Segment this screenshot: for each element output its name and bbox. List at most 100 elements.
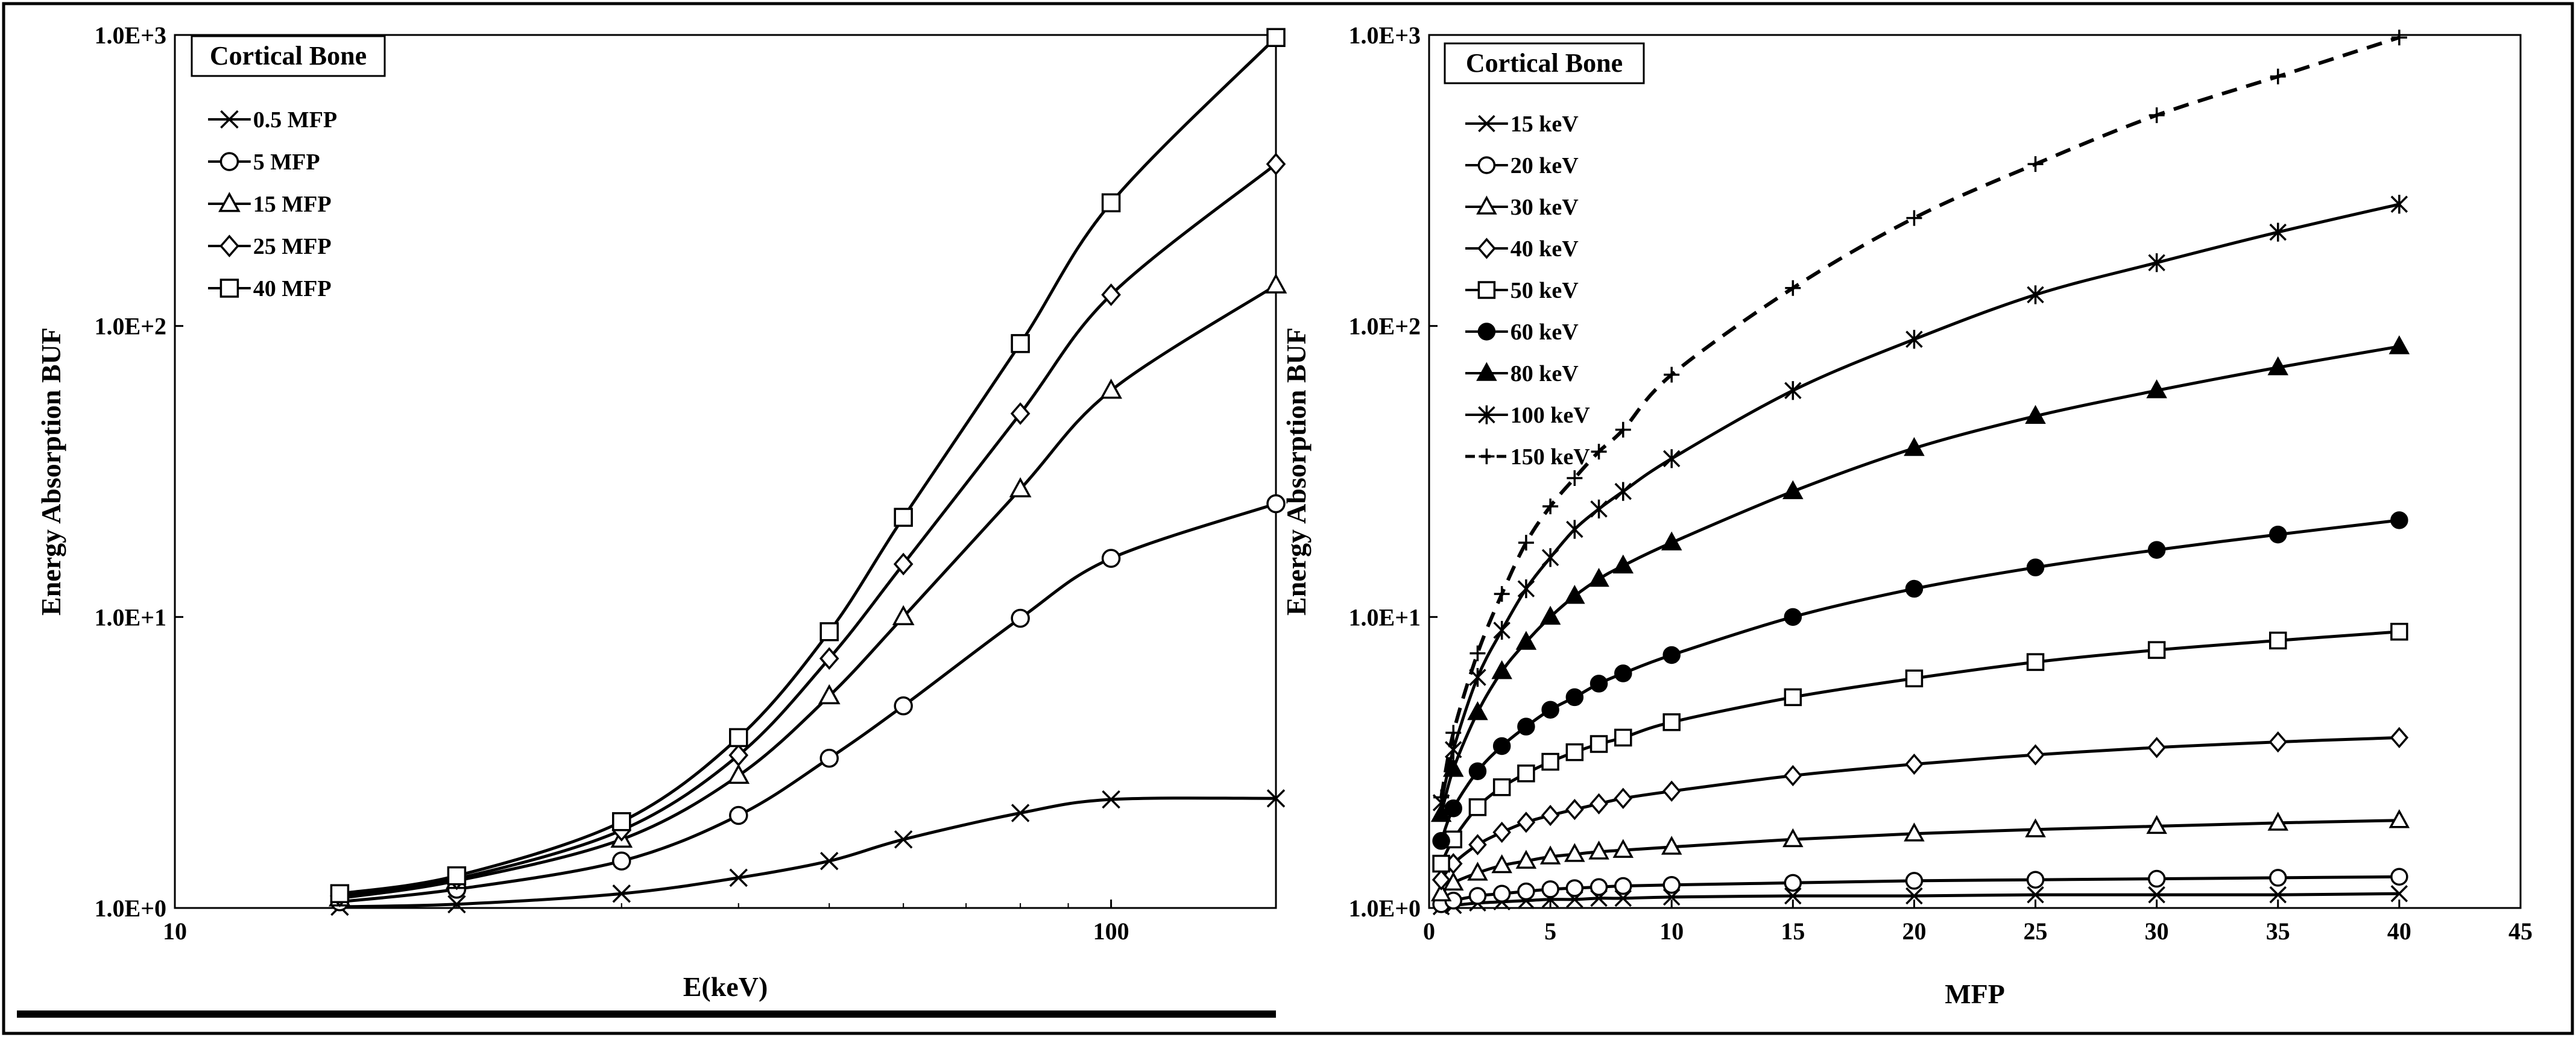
legend-marker — [1477, 238, 1496, 259]
legend-item: 25 MFP — [208, 234, 332, 259]
data-point — [2026, 744, 2045, 766]
data-point — [2269, 886, 2287, 904]
data-point — [1517, 717, 1535, 736]
data-point — [1615, 421, 1631, 438]
series-line — [1439, 203, 2400, 803]
data-point — [1565, 743, 1584, 761]
data-point — [1102, 790, 1120, 809]
data-point — [2148, 107, 2165, 124]
data-point — [612, 884, 631, 903]
data-point — [1541, 548, 1559, 567]
legend-item: 5 MFP — [208, 150, 320, 175]
data-point — [612, 812, 631, 831]
legend-label: 50 keV — [1511, 278, 1579, 303]
data-point — [819, 748, 839, 768]
data-point — [1906, 210, 1922, 226]
data-point — [729, 868, 748, 887]
x-tick-label: 15 — [1781, 918, 1805, 945]
legend-marker — [220, 110, 239, 129]
legend-label: 100 keV — [1511, 403, 1591, 428]
data-point — [2390, 511, 2408, 529]
y-axis-label-left: Energy Absorption BUF — [36, 327, 66, 616]
data-point — [2025, 405, 2046, 424]
data-point — [447, 866, 467, 886]
data-point — [1589, 878, 1608, 897]
data-point — [612, 851, 631, 871]
legend-item: 15 keV — [1465, 112, 1579, 137]
data-point — [2148, 886, 2165, 904]
legend-label: 80 keV — [1511, 361, 1579, 386]
y-tick-label: 1.0E+3 — [1349, 22, 1421, 49]
x-tick-label: 20 — [1902, 918, 1926, 945]
data-point — [892, 605, 915, 625]
data-point — [1784, 764, 1802, 787]
series-left — [329, 28, 1287, 916]
data-point — [1515, 849, 1537, 869]
data-point — [1589, 675, 1608, 693]
data-point — [1430, 882, 1452, 902]
data-point — [2269, 869, 2287, 887]
data-point — [1564, 585, 1585, 604]
data-point — [1541, 752, 1559, 771]
legend-item: 50 keV — [1465, 278, 1579, 303]
data-point — [729, 728, 748, 748]
series-line — [339, 796, 1277, 909]
data-point — [1588, 567, 1609, 587]
data-point — [1541, 804, 1560, 827]
data-point — [893, 552, 914, 576]
legend-label: 40 keV — [1511, 236, 1579, 262]
legend-marker — [1477, 281, 1496, 299]
data-point — [1011, 608, 1030, 628]
data-point — [1541, 880, 1559, 898]
legend-label: 15 MFP — [253, 192, 332, 217]
y-tick-label: 1.0E+3 — [95, 22, 166, 49]
legend-label: 25 MFP — [253, 234, 332, 259]
legend-item: 30 keV — [1465, 195, 1579, 220]
x-tick-label: 100 — [1093, 918, 1129, 945]
data-point — [1100, 379, 1122, 399]
data-point — [1491, 854, 1512, 874]
legend-marker — [1476, 362, 1497, 381]
legend-item: 40 MFP — [208, 276, 332, 301]
data-point — [1011, 334, 1030, 353]
data-point — [1494, 586, 1510, 602]
y-ticks-left: 1.0E+0 1.0E+1 1.0E+2 1.0E+3 — [95, 22, 183, 922]
data-point — [1784, 874, 1802, 892]
legend-label: 150 keV — [1511, 444, 1591, 470]
legend-marker — [219, 235, 239, 257]
legend-item: 150 keV — [1465, 444, 1590, 470]
data-point — [1492, 821, 1511, 843]
data-point — [1492, 737, 1511, 755]
x-tick-label: 40 — [2387, 918, 2411, 945]
data-point — [2146, 379, 2167, 399]
data-point — [1567, 470, 1583, 487]
data-point — [1433, 789, 1450, 805]
chart-left: 10 100 1.0E+0 1.0E+1 1.0E+2 1.0E+3 E(keV) En… — [36, 22, 1287, 1002]
data-point — [1539, 605, 1561, 625]
data-point — [1904, 822, 1925, 842]
series-line — [1439, 630, 2400, 865]
data-point — [1542, 498, 1559, 514]
data-point — [819, 622, 839, 641]
data-point — [2390, 727, 2409, 749]
data-point — [894, 830, 913, 849]
data-point — [1010, 402, 1031, 425]
data-point — [1515, 631, 1537, 650]
legend-item: 80 keV — [1465, 361, 1579, 386]
data-point — [2390, 195, 2408, 214]
data-point — [330, 884, 350, 903]
data-point — [1905, 753, 1924, 775]
series-150-kev — [1433, 30, 2407, 805]
legend-marker — [219, 152, 239, 171]
data-point — [2027, 285, 2044, 304]
series-50-kev — [1432, 623, 2408, 873]
data-point — [2388, 335, 2410, 355]
series-30-kev — [1430, 809, 2410, 902]
data-point — [1492, 884, 1511, 903]
data-point — [894, 508, 913, 527]
data-point — [729, 805, 748, 825]
data-point — [1782, 828, 1804, 848]
data-point — [2147, 641, 2166, 659]
data-point — [1591, 444, 1607, 460]
